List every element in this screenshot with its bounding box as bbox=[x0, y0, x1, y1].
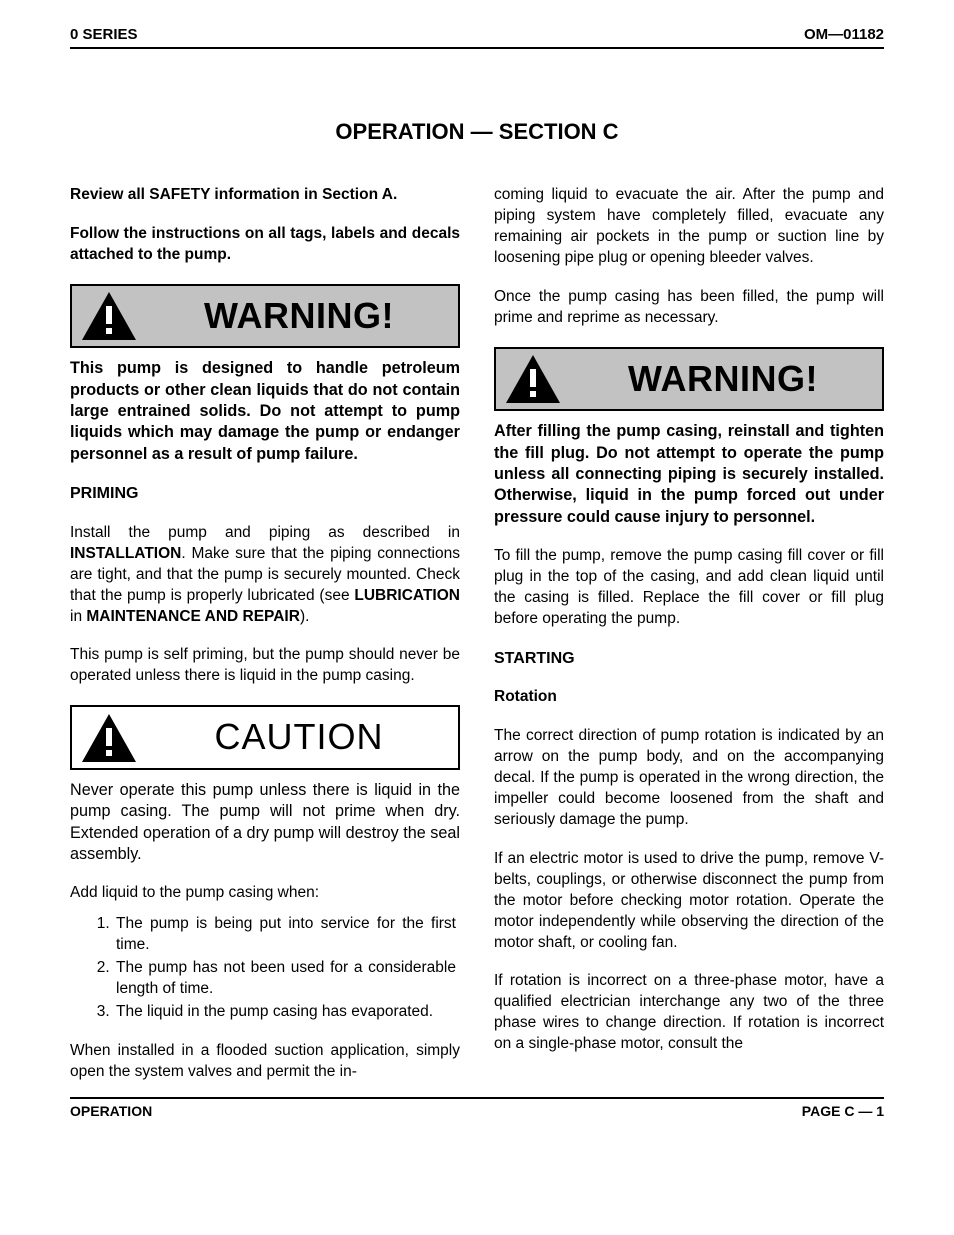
starting-heading: STARTING bbox=[494, 648, 884, 670]
addliquid-list: The pump is being put into service for t… bbox=[70, 914, 460, 1023]
body-columns: Review all SAFETY information in Section… bbox=[70, 185, 884, 1083]
header-right: OM—01182 bbox=[804, 26, 884, 43]
priming-para-2: This pump is self priming, but the pump … bbox=[70, 645, 460, 687]
text-bold: MAINTENANCE AND REPAIR bbox=[86, 608, 300, 625]
list-item: The pump is being put into service for t… bbox=[114, 914, 460, 956]
page-header: 0 SERIES OM—01182 bbox=[70, 26, 884, 47]
warning-text-1: This pump is designed to handle petroleu… bbox=[70, 358, 460, 465]
warning-box-2: WARNING! bbox=[494, 347, 884, 412]
warning-text-2: After filling the pump casing, reinstall… bbox=[494, 421, 884, 528]
fillpump-para: To fill the pump, remove the pump casing… bbox=[494, 546, 884, 630]
priming-heading: PRIMING bbox=[70, 483, 460, 505]
header-rule bbox=[70, 47, 884, 49]
caution-box: CAUTION bbox=[70, 705, 460, 770]
page-footer: OPERATION PAGE C — 1 bbox=[70, 1103, 884, 1119]
section-title: OPERATION — SECTION C bbox=[70, 119, 884, 145]
flooded-para-1a: When installed in a flooded suction appl… bbox=[70, 1041, 460, 1083]
warning-triangle-icon bbox=[82, 292, 136, 340]
caution-label: CAUTION bbox=[150, 713, 448, 762]
rotation-subheading: Rotation bbox=[494, 687, 884, 708]
starting-para-2: If an electric motor is used to drive th… bbox=[494, 849, 884, 954]
warning-box-1: WARNING! bbox=[70, 284, 460, 349]
footer-left: OPERATION bbox=[70, 1103, 152, 1119]
priming-para-1: Install the pump and piping as described… bbox=[70, 523, 460, 628]
page: 0 SERIES OM—01182 OPERATION — SECTION C … bbox=[0, 0, 954, 1139]
list-item: The liquid in the pump casing has evapor… bbox=[114, 1002, 460, 1023]
intro-para-2: Follow the instructions on all tags, lab… bbox=[70, 224, 460, 266]
text-run: in bbox=[70, 608, 86, 625]
intro-para-1: Review all SAFETY information in Section… bbox=[70, 185, 460, 206]
addliquid-intro: Add liquid to the pump casing when: bbox=[70, 883, 460, 904]
text-run: ). bbox=[300, 608, 309, 625]
flooded-para-2: Once the pump casing has been filled, th… bbox=[494, 287, 884, 329]
warning-label-2: WARNING! bbox=[574, 355, 872, 404]
caution-triangle-icon bbox=[82, 714, 136, 762]
footer-rule bbox=[70, 1097, 884, 1099]
starting-para-3: If rotation is incorrect on a three-phas… bbox=[494, 971, 884, 1055]
header-left: 0 SERIES bbox=[70, 26, 138, 43]
warning-triangle-icon bbox=[506, 355, 560, 403]
list-item: The pump has not been used for a conside… bbox=[114, 958, 460, 1000]
text-run: Install the pump and piping as described… bbox=[70, 524, 460, 541]
text-bold: LUBRICATION bbox=[354, 587, 460, 604]
text-bold: INSTALLATION bbox=[70, 545, 181, 562]
flooded-para-1b: coming liquid to evacuate the air. After… bbox=[494, 185, 884, 269]
footer-right: PAGE C — 1 bbox=[802, 1103, 884, 1119]
starting-para-1: The correct direction of pump rotation i… bbox=[494, 726, 884, 831]
caution-text: Never operate this pump unless there is … bbox=[70, 780, 460, 866]
warning-label-1: WARNING! bbox=[150, 292, 448, 341]
